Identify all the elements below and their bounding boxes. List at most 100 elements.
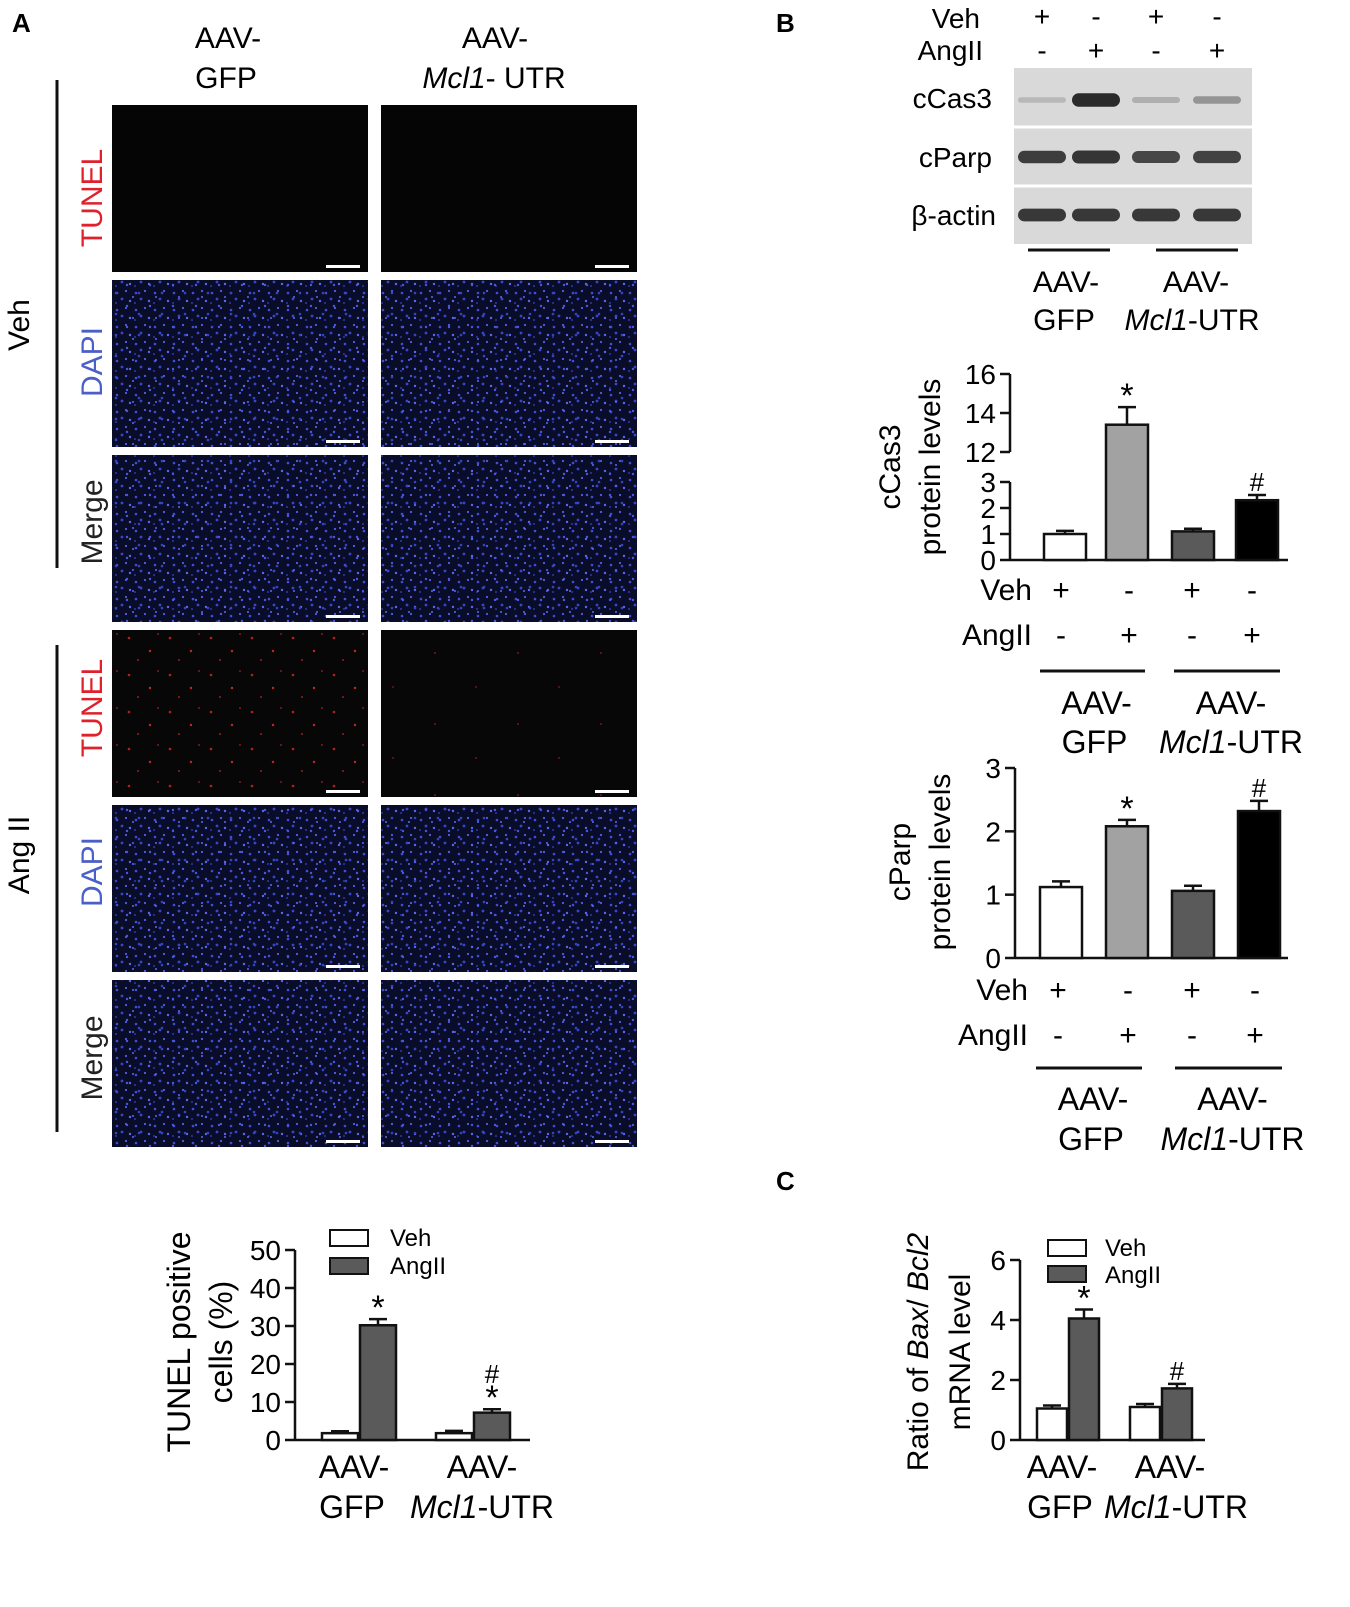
group-label-line2: Mcl1-UTR — [1161, 1121, 1305, 1157]
tunel-y-axis: 0 10 20 30 40 50 — [250, 1235, 530, 1456]
scale-bar — [326, 440, 360, 443]
micrograph-overlay — [381, 980, 637, 1147]
scale-bar — [326, 1140, 360, 1143]
cparp-ylabel-line2: protein levels — [924, 774, 957, 951]
y-tick-label: 2 — [985, 816, 1001, 847]
col-header-suffix: - UTR — [486, 62, 566, 95]
col-header-aav-mcl1-utr: AAV- Mcl1- UTR — [422, 22, 565, 95]
ylabel-gene-bcl2: Bcl2 — [902, 1232, 935, 1291]
y-tick-label: 14 — [965, 398, 996, 429]
panel-label-a: A — [12, 8, 31, 38]
blot-band-cparp — [1193, 150, 1241, 164]
y-tick-label: 0 — [985, 943, 1001, 974]
blot-band-beta-actin — [1193, 208, 1241, 222]
micrograph-overlay — [112, 280, 368, 447]
significance-star: * — [1120, 790, 1133, 828]
ylabel-part: Ratio of — [902, 1360, 935, 1472]
blot-group-mcl1-line2: Mcl1-UTR — [1125, 304, 1260, 337]
treatment-sign: - — [1123, 974, 1133, 1007]
blot-band-ccas3 — [1193, 96, 1241, 104]
panel-a: A AAV- GFP AAV- Mcl1- UTR Veh Ang II TUN… — [3, 8, 637, 1525]
blot-treatment-label-veh: Veh — [932, 3, 980, 34]
category-suffix: -UTR — [478, 1489, 554, 1525]
y-tick-label: 1 — [985, 880, 1001, 911]
legend-label-veh: Veh — [390, 1225, 431, 1252]
row-label-tunel: TUNEL — [76, 149, 109, 247]
blot-group-mcl1-line1: AAV- — [1163, 266, 1229, 299]
scale-bar — [595, 1140, 629, 1143]
bar-veh — [1035, 1407, 1069, 1442]
category-suffix: -UTR — [1172, 1489, 1248, 1525]
group-label-angii: Ang II — [3, 816, 36, 894]
ccas3-bar — [1170, 530, 1216, 562]
cparp-bar — [1236, 809, 1282, 960]
tunel-x-labels: AAV- GFP AAV- Mcl1-UTR — [319, 1449, 554, 1525]
bax-bcl2-ylabel-line2: mRNA level — [944, 1274, 977, 1431]
x-label-gfp-line1: AAV- — [1027, 1449, 1098, 1485]
cparp-bar — [1038, 885, 1084, 960]
micrograph-veh-mcl1-tunel — [381, 105, 637, 272]
band-label-cparp: cParp — [919, 142, 992, 173]
row-label-merge: Merge — [76, 1015, 109, 1100]
scale-bars — [326, 265, 629, 1143]
gene-name-italic: Mcl1 — [1104, 1489, 1172, 1525]
cparp-bar — [1170, 889, 1216, 960]
y-tick-label: 0 — [980, 545, 996, 576]
blot-band-labels: cCas3 cParp β-actin — [911, 83, 996, 231]
bar-veh — [1128, 1405, 1162, 1442]
bar-angii — [358, 1323, 398, 1442]
ccas3-bar — [1104, 423, 1150, 562]
micrograph-veh-gfp-tunel — [112, 105, 368, 272]
scale-bar — [326, 265, 360, 268]
micrograph-overlay — [112, 805, 368, 972]
col-header-line1: AAV- — [462, 22, 528, 55]
blot-band-beta-actin — [1132, 208, 1180, 222]
tunel-ylabel-line1: TUNEL positive — [161, 1231, 197, 1452]
blot-sign: - — [1037, 35, 1046, 66]
scale-bar — [326, 790, 360, 793]
y-tick-label: 40 — [250, 1273, 281, 1304]
blot-signs: + - + -- + - + — [1034, 1, 1225, 66]
treatment-sign: - — [1053, 1019, 1063, 1052]
group-label-line1: AAV- — [1058, 1081, 1129, 1117]
cparp-bars: *# — [1038, 773, 1282, 960]
cparp-bar — [1104, 825, 1150, 960]
y-tick-label: 4 — [990, 1305, 1006, 1336]
blot-sign: + — [1148, 1, 1164, 32]
blot-sign: + — [1088, 35, 1104, 66]
legend-swatch-angii — [329, 1257, 369, 1275]
bar-angii — [1160, 1387, 1194, 1442]
legend-swatch-veh — [1047, 1239, 1087, 1257]
treatment-label-angii: AngII — [962, 619, 1032, 652]
ccas3-ylabel-line1: cCas3 — [874, 424, 907, 509]
y-tick-label: 16 — [965, 359, 996, 390]
group-label-line2: GFP — [1062, 724, 1128, 760]
panel-label-b: B — [776, 8, 795, 38]
legend-label-veh: Veh — [1105, 1235, 1146, 1262]
scale-bar — [595, 440, 629, 443]
ccas3-bar — [1234, 498, 1280, 562]
scale-bar — [595, 965, 629, 968]
x-label-mcl1-line1: AAV- — [447, 1449, 518, 1485]
scale-bar — [595, 265, 629, 268]
blot-band-ccas3 — [1018, 97, 1066, 103]
treatment-label-veh: Veh — [976, 974, 1028, 1007]
col-header-line2: GFP — [195, 62, 257, 95]
row-labels: TUNEL DAPI Merge TUNEL DAPI Merge — [76, 149, 109, 1101]
panel-label-c: C — [776, 1166, 795, 1196]
y-tick-label: 12 — [965, 437, 996, 468]
y-tick-label: 10 — [250, 1387, 281, 1418]
group-label-line1: AAV- — [1061, 685, 1132, 721]
treatment-sign: - — [1250, 974, 1260, 1007]
treatment-sign: + — [1246, 1019, 1264, 1052]
treatment-sign: - — [1056, 619, 1066, 652]
tunel-bars: *#* — [320, 1289, 512, 1442]
ccas3-bars: *# — [1042, 377, 1280, 562]
gene-name-italic: Mcl1 — [1125, 304, 1188, 337]
blot-band-beta-actin — [1018, 208, 1066, 222]
significance-hash: # — [1252, 773, 1267, 803]
x-label-gfp-line2: GFP — [319, 1489, 385, 1525]
